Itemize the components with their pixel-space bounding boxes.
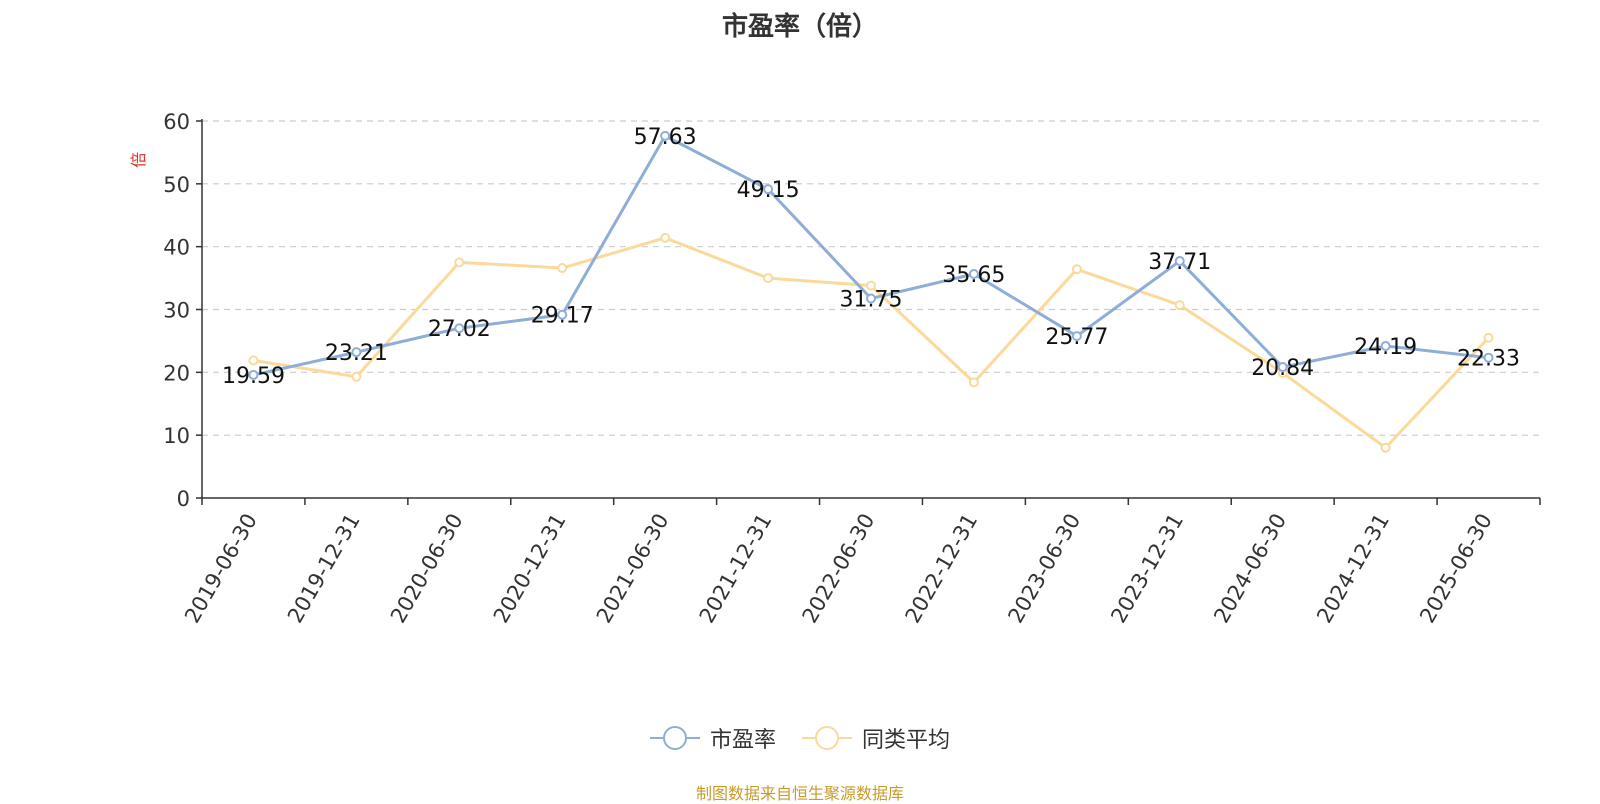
data-label: 49.15 [737, 178, 800, 203]
data-label: 29.17 [531, 304, 594, 329]
x-tick-label: 2021-06-30 [592, 509, 674, 627]
y-tick-label: 40 [163, 236, 190, 260]
y-tick-label: 50 [163, 173, 190, 197]
data-point-0 [1483, 352, 1494, 363]
grid-lines [202, 120, 1540, 436]
data-label: 22.33 [1457, 347, 1520, 372]
legend-swatch [802, 725, 852, 751]
data-label: 20.84 [1251, 356, 1314, 381]
data-point-0 [763, 184, 774, 195]
data-point-0 [968, 268, 979, 279]
data-point-1 [968, 377, 979, 388]
data-point-1 [1380, 442, 1391, 453]
x-tick-label: 2023-12-31 [1106, 509, 1188, 627]
data-point-1 [1071, 264, 1082, 275]
data-point-1 [1174, 300, 1185, 311]
series-line-1 [253, 236, 1490, 450]
data-point-0 [660, 130, 671, 141]
data-point-1 [1483, 332, 1494, 343]
data-point-1 [763, 273, 774, 284]
y-tick-label: 10 [163, 424, 190, 448]
data-point-0 [1277, 362, 1288, 373]
data-point-1 [866, 280, 876, 291]
y-tick-label: 30 [163, 299, 190, 323]
data-point-0 [351, 347, 362, 358]
data-label: 57.63 [634, 125, 697, 150]
data-point-0 [866, 293, 876, 304]
y-axis-label: 倍 [129, 152, 148, 168]
x-tick-label: 2020-06-30 [386, 509, 468, 627]
y-tick-label: 0 [177, 487, 190, 511]
data-point-1 [660, 232, 671, 243]
data-label: 24.19 [1354, 335, 1417, 360]
data-label: 23.21 [325, 341, 388, 366]
chart-title: 市盈率（倍） [721, 12, 878, 42]
axes: 0 10 20 30 40 50 60 2019-06-30 2019-12-31 2020-06… [163, 110, 1541, 627]
data-label: 35.65 [942, 263, 1005, 288]
data-point-1 [248, 355, 259, 366]
x-tick-label: 2024-12-31 [1312, 509, 1394, 627]
data-label: 25.77 [1045, 325, 1108, 350]
x-tick-label: 2019-12-31 [283, 509, 365, 627]
x-tick-label: 2025-06-30 [1415, 509, 1497, 627]
x-tick-label: 2022-12-31 [901, 509, 983, 627]
data-point-0 [1071, 331, 1082, 342]
data-point-1 [557, 263, 568, 274]
legend-label: 同类平均 [862, 728, 951, 753]
data-point-0 [454, 323, 465, 334]
x-tick-label: 2019-06-30 [180, 509, 262, 627]
x-tick-label: 2020-12-31 [489, 509, 571, 627]
data-point-0 [557, 309, 568, 320]
y-tick-label: 20 [163, 361, 190, 385]
legend-label: 市盈率 [709, 728, 776, 753]
data-labels: 19.59 23.21 27.02 29.17 57.63 49.15 31.75 35.65… [222, 125, 1520, 389]
y-tick-label: 60 [163, 110, 190, 134]
data-point-0 [248, 369, 259, 380]
legend-item[interactable]: 市盈率 [649, 722, 776, 754]
data-point-1 [351, 371, 362, 382]
data-point-0 [1380, 341, 1391, 352]
x-tick-label: 2023-06-30 [1003, 509, 1085, 627]
legend-item[interactable]: 同类平均 [802, 722, 950, 754]
data-label: 27.02 [428, 317, 491, 342]
data-point-1 [454, 257, 465, 268]
x-tick-label: 2021-12-31 [695, 509, 777, 627]
legend: 市盈率 同类平均 [0, 722, 1600, 754]
x-tick-label: 2024-06-30 [1209, 509, 1291, 627]
data-label: 31.75 [840, 288, 903, 313]
data-label: 19.59 [222, 364, 285, 389]
source-note: 制图数据来自恒生聚源数据库 [695, 784, 904, 803]
x-tick-label: 2022-06-30 [798, 509, 880, 627]
data-point-0 [1174, 256, 1185, 267]
legend-swatch [649, 725, 700, 751]
data-label: 37.71 [1148, 250, 1211, 275]
series-lines [248, 130, 1494, 453]
